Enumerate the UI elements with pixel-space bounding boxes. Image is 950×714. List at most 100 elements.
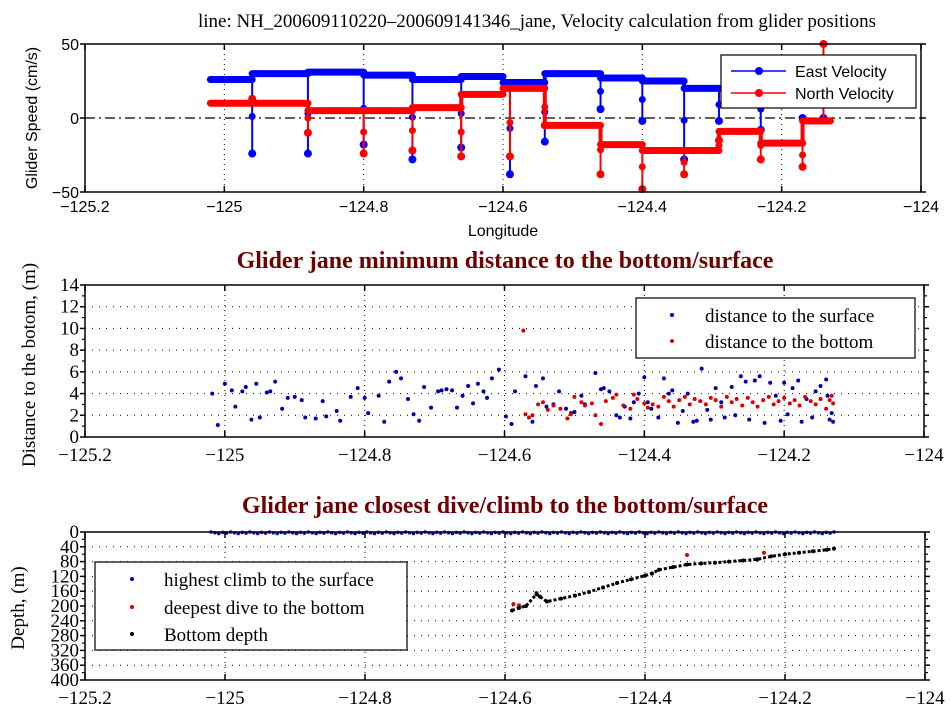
data-point <box>705 407 710 412</box>
x-tick-label: −125 <box>205 688 244 709</box>
data-point <box>827 398 832 403</box>
velocity-spike-point <box>596 105 605 114</box>
data-point <box>694 418 699 423</box>
series-distance-to-the-bottom <box>521 328 836 426</box>
data-point <box>411 412 416 417</box>
data-point <box>481 389 486 394</box>
data-point <box>824 406 829 411</box>
data-point <box>713 398 718 403</box>
depth-ticks: −125.2 −125 −124.8 −124.6 −124.4 −124.2 −12404… <box>51 522 946 709</box>
y-tick-label: 8 <box>70 340 80 361</box>
data-point <box>782 380 787 385</box>
data-point <box>670 388 675 393</box>
data-point <box>738 374 743 379</box>
data-point <box>719 404 724 409</box>
x-tick-label: −124.8 <box>338 445 391 466</box>
data-point <box>743 379 748 384</box>
data-point <box>761 398 766 403</box>
data-point <box>734 397 739 401</box>
data-point <box>797 403 802 408</box>
data-point <box>545 407 550 412</box>
data-point <box>399 376 404 381</box>
y-tick-label: 120 <box>51 566 80 587</box>
velocity-spike-point <box>505 170 514 179</box>
data-point <box>614 413 619 418</box>
depth-panel-title: Glider jane closest dive/climb to the bo… <box>242 493 768 519</box>
data-point <box>782 395 787 400</box>
data-point <box>530 419 535 424</box>
y-tick-label: 160 <box>51 581 80 602</box>
velocity-spike-point <box>757 141 765 149</box>
velocity-spike-point <box>680 116 688 124</box>
data-point <box>210 391 215 396</box>
x-tick-label: −125.2 <box>58 688 111 709</box>
legend-box <box>635 297 916 359</box>
velocity-spike-point <box>541 103 549 111</box>
data-point <box>394 369 399 374</box>
velocity-spike-point <box>248 113 256 121</box>
y-tick-label: 320 <box>51 640 80 661</box>
data-point <box>589 401 594 406</box>
x-tick-label: −124.2 <box>757 445 810 466</box>
data-point <box>768 380 773 385</box>
data-point <box>808 399 813 404</box>
velocity-spike-point <box>303 128 312 137</box>
velocity-spike-point <box>408 127 416 135</box>
velocity-spike-point <box>304 114 312 122</box>
data-point <box>376 393 381 398</box>
data-point <box>320 399 325 404</box>
data-point <box>650 402 655 407</box>
data-point <box>699 366 704 371</box>
y-tick-label: 0 <box>70 522 80 543</box>
data-point <box>509 421 514 426</box>
y-tick-label: 12 <box>60 297 79 318</box>
velocity-spike-point <box>540 121 549 130</box>
velocity-spike-point <box>596 170 605 179</box>
data-point <box>222 381 227 386</box>
x-tick-label: −124 <box>905 688 945 709</box>
data-point <box>628 406 633 411</box>
data-point <box>661 394 666 399</box>
data-point <box>829 393 834 398</box>
data-point <box>366 411 371 416</box>
data-point <box>533 383 538 388</box>
data-point <box>503 414 508 419</box>
x-tick-label: −124.4 <box>618 199 667 216</box>
x-tick-label: −124.8 <box>338 688 391 709</box>
depth-panel: Glider jane closest dive/climb to the bo… <box>8 493 945 709</box>
data-point <box>521 328 526 333</box>
legend-surface-label: distance to the surface <box>705 306 874 327</box>
figure-title: line: NH_200609110220–200609141346_jane,… <box>198 11 876 32</box>
data-point <box>747 417 752 422</box>
data-point <box>475 381 480 386</box>
velocity-spike-point <box>457 152 466 161</box>
data-point <box>607 389 612 394</box>
data-point <box>598 421 603 426</box>
velocity-spike-point <box>506 118 514 126</box>
velocity-spike-point <box>714 136 723 145</box>
distance-panel: Glider jane minimum distance to the bott… <box>19 248 944 467</box>
data-point <box>773 393 778 398</box>
data-point <box>829 411 834 416</box>
data-point <box>530 413 535 418</box>
legend-bottom-depth-marker-icon <box>130 632 134 636</box>
y-tick-label: 40 <box>60 537 79 558</box>
data-point <box>628 416 633 421</box>
y-tick-label: 4 <box>70 384 80 405</box>
velocity-spike-point <box>680 170 689 179</box>
velocity-spike-point <box>715 141 723 149</box>
data-point <box>762 420 767 425</box>
data-point <box>692 397 697 401</box>
velocity-spike-point <box>408 155 417 164</box>
data-point <box>685 552 689 557</box>
data-point <box>511 602 516 607</box>
velocity-spike-point <box>638 96 646 103</box>
distance-panel-title: Glider jane minimum distance to the bott… <box>237 248 774 274</box>
data-point <box>785 412 790 417</box>
data-point <box>280 406 285 411</box>
data-point <box>417 418 422 423</box>
data-point <box>745 395 750 400</box>
data-point <box>799 419 804 424</box>
data-point <box>355 386 360 391</box>
